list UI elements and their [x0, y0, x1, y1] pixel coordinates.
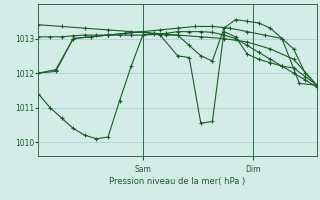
X-axis label: Pression niveau de la mer( hPa ): Pression niveau de la mer( hPa ): [109, 177, 246, 186]
